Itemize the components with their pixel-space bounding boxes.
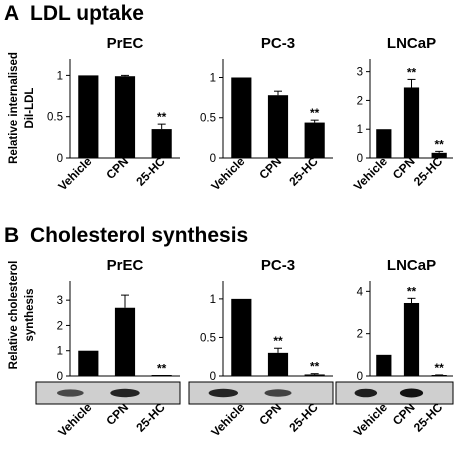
- significance-label: **: [407, 65, 417, 79]
- blot-band: [208, 388, 239, 398]
- bar-vehicle: [231, 298, 252, 376]
- y-tick-label: 0: [57, 153, 63, 165]
- y-tick-label: 0: [357, 371, 363, 383]
- bar-vehicle: [231, 77, 252, 158]
- blot-band: [57, 389, 84, 397]
- bar-cpn: [403, 302, 420, 376]
- y-tick-label: 1: [57, 70, 63, 82]
- bar-cpn: [403, 87, 420, 158]
- significance-label: **: [434, 137, 444, 151]
- bar-cpn: [114, 307, 136, 376]
- category-label: 25-HC: [133, 154, 168, 189]
- panel-a-ylabel-line1: Relative internalised: [8, 52, 20, 164]
- panel-b-ylabel-line2: synthesis: [24, 288, 36, 341]
- y-tick-label: 4: [357, 286, 364, 298]
- bar-vehicle: [376, 354, 392, 376]
- category-label: Vehicle: [351, 400, 390, 439]
- y-tick-label: 0.5: [200, 332, 216, 344]
- blot-band: [264, 389, 292, 397]
- y-tick-label: 0: [357, 153, 363, 165]
- y-tick-label: 3: [57, 295, 63, 307]
- chart-title: PC-3: [261, 257, 295, 274]
- category-label: 25-HC: [286, 154, 321, 189]
- y-tick-label: 3: [357, 67, 363, 79]
- chart-title: LNCaP: [387, 257, 436, 274]
- blot-band: [110, 388, 140, 398]
- significance-label: **: [407, 284, 417, 298]
- blot-band: [399, 388, 424, 398]
- significance-label: **: [310, 106, 320, 120]
- y-tick-label: 0.5: [47, 112, 63, 124]
- y-tick-label: 1: [210, 294, 216, 306]
- significance-label: **: [157, 361, 167, 375]
- bar-vehicle: [376, 129, 392, 158]
- blot-strip: [188, 381, 334, 405]
- y-tick-label: 0: [210, 153, 216, 165]
- bar-25-hc: [431, 375, 447, 376]
- y-tick-label: 2: [57, 320, 63, 332]
- y-tick-label: 0.5: [200, 113, 216, 125]
- panel-a-letter: A: [4, 2, 19, 25]
- bar-25-hc: [304, 374, 325, 376]
- panel-b-letter: B: [4, 224, 19, 247]
- panel-a-ylabel-line2: DiI-LDL: [24, 88, 36, 129]
- significance-label: **: [273, 334, 283, 348]
- bar-25-hc: [151, 129, 172, 158]
- chart-title: PC-3: [261, 35, 295, 52]
- category-label: Vehicle: [208, 400, 247, 439]
- chart-title: PrEC: [107, 257, 144, 274]
- y-tick-label: 0: [210, 371, 216, 383]
- panel-b-ylabel-line1: Relative cholesterol: [8, 261, 20, 370]
- category-label: 25-HC: [133, 400, 168, 435]
- blot-band: [354, 388, 378, 398]
- y-tick-label: 0: [57, 371, 63, 383]
- panel-b-title: Cholesterol synthesis: [30, 224, 248, 247]
- y-tick-label: 1: [210, 72, 216, 84]
- category-label: Vehicle: [55, 400, 94, 439]
- category-label: 25-HC: [286, 400, 321, 435]
- bar-vehicle: [78, 75, 99, 158]
- panel-a-title: LDL uptake: [30, 2, 144, 25]
- bar-vehicle: [78, 350, 99, 376]
- bar-25-hc: [151, 375, 172, 376]
- chart-title: LNCaP: [387, 35, 436, 52]
- significance-label: **: [434, 361, 444, 375]
- bar-cpn: [267, 95, 289, 158]
- blot-strip: [335, 381, 454, 405]
- category-label: 25-HC: [411, 400, 446, 435]
- blot-strip: [35, 381, 181, 405]
- bar-25-hc: [304, 122, 325, 158]
- y-tick-label: 2: [357, 329, 363, 341]
- bar-25-hc: [431, 152, 447, 158]
- category-label: 25-HC: [411, 154, 446, 189]
- chart-title: PrEC: [107, 35, 144, 52]
- bar-cpn: [267, 352, 289, 376]
- bar-cpn: [114, 76, 136, 158]
- y-tick-label: 1: [57, 346, 63, 358]
- y-tick-label: 2: [357, 95, 363, 107]
- significance-label: **: [310, 360, 320, 374]
- y-tick-label: 1: [357, 124, 363, 136]
- significance-label: **: [157, 110, 167, 124]
